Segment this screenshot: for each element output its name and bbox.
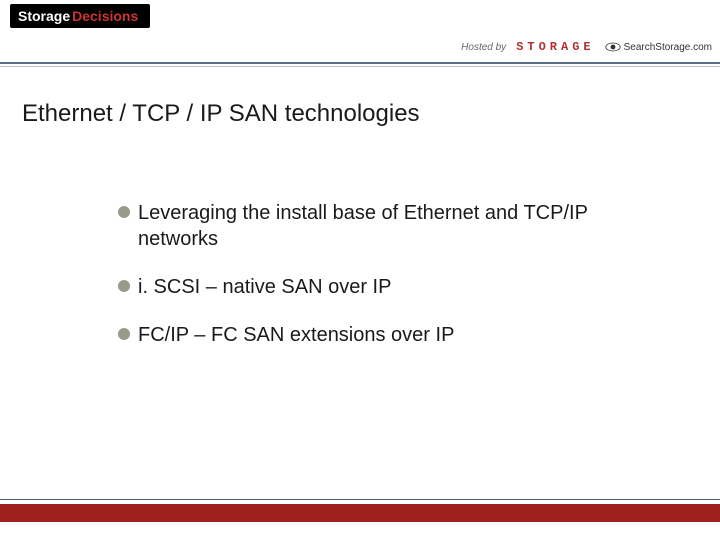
hosted-by-row: Hosted by STORAGE SearchStorage.com <box>461 40 712 54</box>
bullet-text: Leveraging the install base of Ethernet … <box>138 200 588 252</box>
logo-word-storage: Storage <box>18 8 70 24</box>
hosted-by-label: Hosted by <box>461 42 506 53</box>
logo-word-decisions: Decisions <box>72 8 138 24</box>
search-storage-sponsor: SearchStorage.com <box>605 42 712 53</box>
eye-icon <box>605 42 621 52</box>
storage-sponsor-logo: STORAGE <box>516 40 594 54</box>
bullet-text: i. SCSI – native SAN over IP <box>138 274 391 300</box>
bullet-text: FC/IP – FC SAN extensions over IP <box>138 322 454 348</box>
bullet-dot-icon <box>118 280 130 292</box>
header-bar: Storage Decisions <box>0 0 720 38</box>
bullet-item: FC/IP – FC SAN extensions over IP <box>118 322 588 348</box>
bullet-dot-icon <box>118 206 130 218</box>
footer-divider <box>0 499 720 500</box>
search-storage-text: SearchStorage.com <box>624 42 712 53</box>
bullet-list: Leveraging the install base of Ethernet … <box>118 200 588 370</box>
bullet-item: i. SCSI – native SAN over IP <box>118 274 588 300</box>
header-divider <box>0 62 720 64</box>
bullet-item: Leveraging the install base of Ethernet … <box>118 200 588 252</box>
bullet-dot-icon <box>118 328 130 340</box>
brand-logo: Storage Decisions <box>10 4 150 28</box>
slide-title: Ethernet / TCP / IP SAN technologies <box>22 100 420 128</box>
header-divider-2 <box>0 66 720 67</box>
footer-bar <box>0 504 720 522</box>
